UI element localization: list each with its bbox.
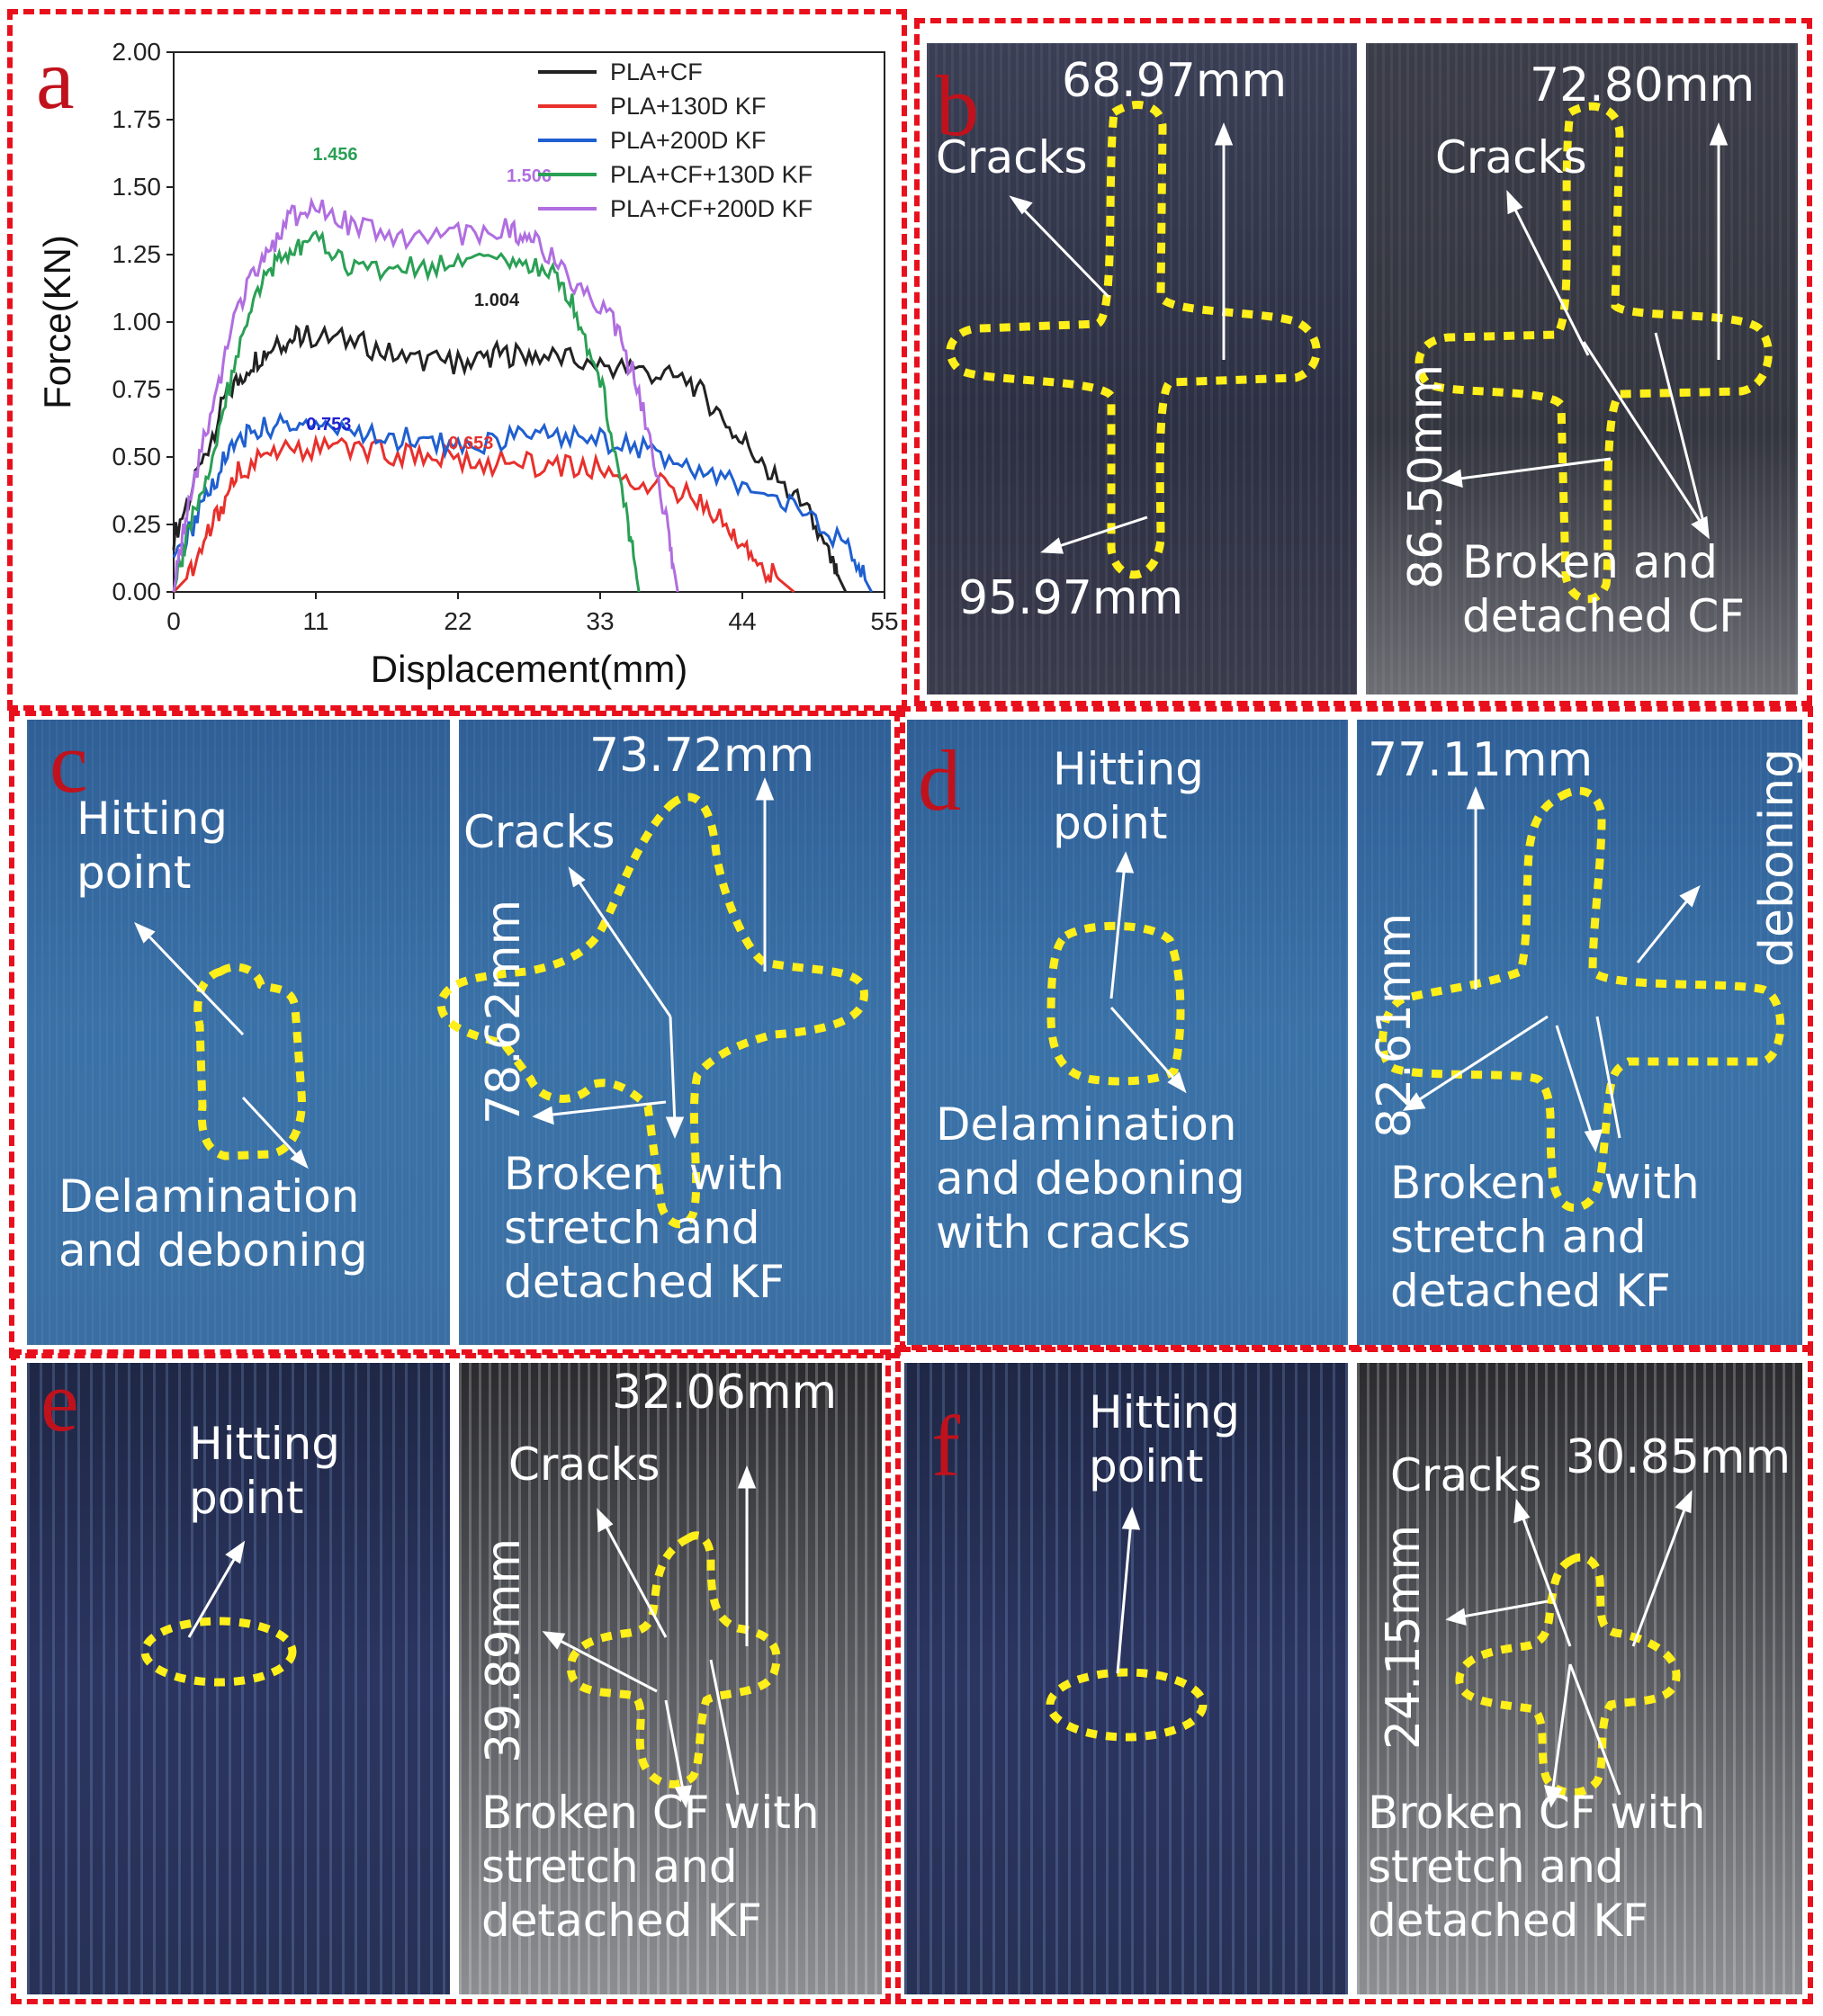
c-width-label: 73.72mm	[589, 729, 815, 783]
f-width-label: 30.85mm	[1566, 1430, 1792, 1484]
panel-c-letter: c	[49, 714, 88, 811]
y-tick-label: 1.00	[112, 308, 162, 336]
x-tick-label: 22	[444, 607, 471, 635]
f-damage-label: Broken CF with stretch and detached KF	[1368, 1787, 1706, 1947]
series-line	[172, 411, 873, 593]
x-tick-label: 33	[586, 607, 614, 635]
e-width-label: 32.06mm	[612, 1366, 838, 1420]
d-delam-label: Delamination and deboning with cracks	[936, 1098, 1245, 1259]
b-damage-label: Broken and detached CF	[1462, 536, 1745, 642]
legend-entry: PLA+CF+200D KF	[610, 195, 813, 222]
y-tick-label: 1.75	[112, 105, 162, 133]
panel-f-frame	[895, 1345, 1813, 2004]
y-tick-label: 0.25	[112, 510, 162, 538]
force-displacement-chart: 0.00 0.25 0.50 0.75 1.00 1.25 1.50 1.75 2.00 0 11 2…	[36, 38, 899, 690]
y-axis-label: Force(KN)	[36, 235, 78, 409]
plot-area	[173, 51, 885, 593]
panel-b-frame	[914, 18, 1812, 706]
d-width-label: 77.11mm	[1368, 733, 1594, 787]
panel-a-frame	[7, 9, 907, 711]
x-axis-label: Displacement(mm)	[371, 648, 687, 690]
b-left-height-label: 95.97mm	[958, 571, 1184, 625]
b-left-cracks-label: Cracks	[936, 131, 1088, 184]
c-damage-label: Broken with stretch and detached KF	[504, 1148, 785, 1308]
x-tick-label: 11	[302, 607, 328, 635]
y-tick-label: 1.25	[112, 240, 162, 268]
e-hitting-label: Hitting point	[189, 1418, 341, 1524]
panel-f-letter: f	[931, 1398, 960, 1494]
b-right-width-label: 72.80mm	[1530, 58, 1756, 112]
series-line	[172, 434, 795, 594]
y-tick-label: 0.75	[112, 375, 162, 403]
y-tick-label: 2.00	[112, 38, 162, 66]
b-left-width-label: 68.97mm	[1062, 54, 1288, 108]
d-height-label: 82.61mm	[1368, 912, 1422, 1138]
legend-entry: PLA+200D KF	[610, 127, 766, 154]
y-tick-label: 0.00	[112, 578, 162, 605]
b-right-height-label: 86.50mm	[1399, 363, 1453, 589]
legend-entry: PLA+CF+130D KF	[610, 161, 813, 188]
c-height-label: 78.62mm	[477, 899, 531, 1124]
panel-c-frame	[9, 711, 900, 1358]
legend-entry: PLA+CF	[610, 58, 703, 85]
c-delam-label: Delamination and deboning	[58, 1170, 368, 1277]
x-tick-label: 0	[166, 607, 181, 635]
b-right-cracks-label: Cracks	[1435, 131, 1587, 184]
panel-e-frame	[11, 1349, 891, 2004]
e-damage-label: Broken CF with stretch and detached KF	[481, 1787, 820, 1947]
data-label: 0.653	[448, 434, 493, 453]
e-cracks-label: Cracks	[508, 1438, 660, 1491]
e-height-label: 39.89mm	[477, 1537, 531, 1763]
series-line	[172, 324, 848, 593]
series-line	[172, 196, 679, 593]
d-damage-label: Broken with stretch and detached KF	[1390, 1157, 1700, 1317]
data-label: 0.753	[306, 415, 351, 435]
c-cracks-label: Cracks	[463, 806, 615, 858]
panel-a-letter: a	[36, 31, 75, 127]
x-tick-label: 55	[870, 607, 898, 635]
f-hitting-label: Hitting point	[1089, 1386, 1241, 1492]
y-tick-label: 0.50	[112, 443, 162, 470]
panel-d-letter: d	[918, 732, 961, 829]
series-line	[172, 229, 641, 593]
y-tick-label: 1.50	[112, 173, 162, 201]
legend-entry: PLA+130D KF	[610, 93, 766, 120]
data-label: 1.456	[313, 145, 358, 165]
x-tick-label: 44	[728, 607, 756, 635]
c-hitting-label: Hitting point	[76, 793, 229, 899]
data-label: 1.004	[474, 291, 520, 310]
data-label: 1.506	[507, 166, 552, 186]
f-height-label: 24.15mm	[1377, 1524, 1431, 1750]
f-cracks-label: Cracks	[1390, 1449, 1542, 1501]
d-deboning-label: deboning	[1750, 748, 1804, 967]
panel-e-letter: e	[40, 1353, 79, 1449]
d-hitting-label: Hitting point	[1053, 743, 1205, 849]
